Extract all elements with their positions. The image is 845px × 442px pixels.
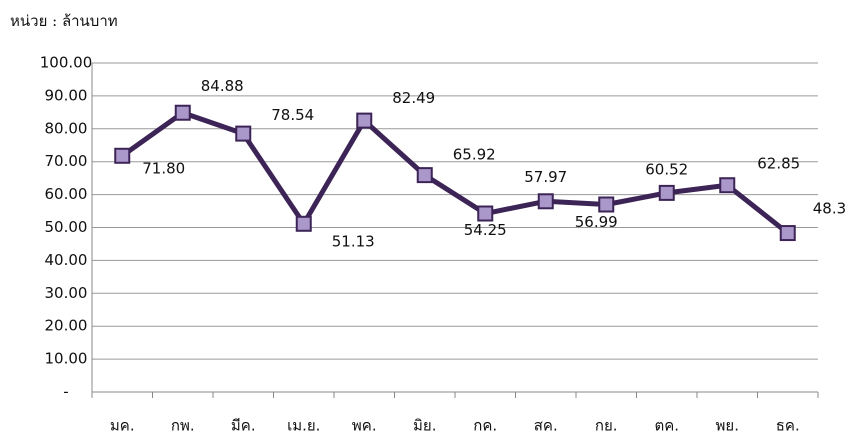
- x-tick-label: สค.: [534, 417, 558, 435]
- y-tick-label: 20.00: [45, 317, 88, 335]
- line: [120, 110, 790, 236]
- data-label: 57.97: [524, 168, 567, 186]
- marker: [779, 225, 796, 242]
- data-label: 48.31: [813, 200, 845, 218]
- x-tick-label: ธค.: [776, 417, 800, 435]
- marker: [295, 215, 312, 232]
- y-tick-label: 80.00: [45, 119, 88, 137]
- x-tick-label: กพ.: [171, 417, 195, 435]
- marker: [537, 193, 554, 210]
- marker: [174, 104, 191, 121]
- data-label: 78.54: [271, 106, 314, 124]
- y-tick-label: 30.00: [45, 284, 88, 302]
- y-tick-label: 100.00: [40, 54, 93, 72]
- y-tick-label: 90.00: [45, 86, 88, 104]
- y-tick-label: 70.00: [45, 152, 88, 170]
- x-tick-label: กค.: [473, 417, 497, 435]
- x-tick-label: เม.ย.: [287, 417, 320, 435]
- data-label: 60.52: [645, 160, 688, 178]
- y-tick-label: -: [63, 383, 68, 401]
- y-tick-label: 10.00: [45, 350, 88, 368]
- x-tick-label: มค.: [110, 417, 135, 435]
- data-label: 84.88: [201, 77, 244, 95]
- x-tick-label: มิย.: [413, 417, 436, 435]
- marker: [719, 177, 736, 194]
- data-label: 54.25: [464, 221, 507, 239]
- marker: [114, 147, 131, 164]
- data-label: 62.85: [757, 155, 800, 173]
- marker: [356, 112, 373, 129]
- data-label: 82.49: [392, 89, 435, 107]
- chart-subtitle: หน่วย : ล้านบาท: [10, 12, 118, 30]
- y-tick-label: 40.00: [45, 251, 88, 269]
- marker: [477, 205, 494, 222]
- x-tick-label: กย.: [595, 417, 618, 435]
- y-tick-label: 60.00: [45, 185, 88, 203]
- data-label: 56.99: [575, 213, 618, 231]
- marker: [235, 125, 252, 142]
- marker: [416, 167, 433, 184]
- x-tick-label: พค.: [352, 417, 377, 435]
- x-tick-label: พย.: [716, 417, 739, 435]
- data-label: 71.80: [142, 159, 185, 177]
- data-label: 51.13: [332, 232, 375, 250]
- x-tick-label: มีค.: [231, 417, 256, 435]
- marker: [658, 184, 675, 201]
- data-label: 65.92: [453, 146, 496, 164]
- marker: [598, 196, 615, 213]
- y-tick-label: 50.00: [45, 218, 88, 236]
- x-tick-label: ตค.: [654, 417, 679, 435]
